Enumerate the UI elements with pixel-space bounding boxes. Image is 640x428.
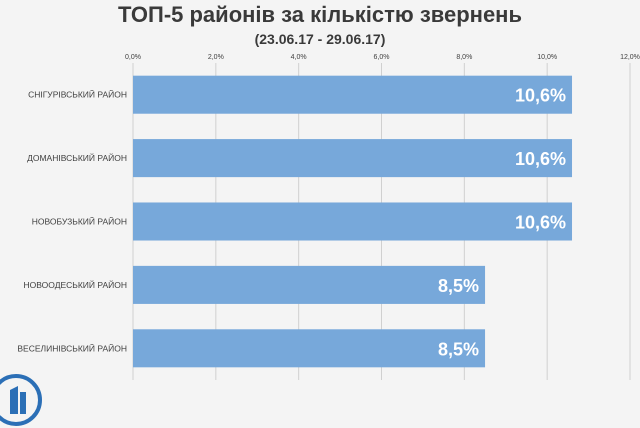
data-label: 10,6%: [515, 149, 566, 169]
category-label: ВЕСЕЛИНІВСЬКИЙ РАЙОН: [17, 342, 127, 353]
bar: [133, 75, 573, 114]
category-label: СНІГУРІВСЬКИЙ РАЙОН: [28, 89, 127, 100]
category-label: НОВООДЕСЬКИЙ РАЙОН: [24, 279, 127, 290]
data-label: 8,5%: [438, 339, 479, 359]
x-tick-label: 0,0%: [125, 54, 141, 61]
bar: [133, 202, 573, 241]
x-tick-label: 8,0%: [456, 54, 472, 61]
x-tick-label: 12,0%: [620, 54, 640, 61]
data-label: 8,5%: [438, 276, 479, 296]
bar: [133, 265, 486, 304]
x-tick-label: 2,0%: [208, 54, 224, 61]
data-label: 10,6%: [515, 86, 566, 106]
chart-title: ТОП-5 районів за кількістю звернень: [118, 2, 522, 27]
chart-subtitle: (23.06.17 - 29.06.17): [254, 31, 386, 47]
x-tick-label: 6,0%: [374, 54, 390, 61]
bar: [133, 139, 573, 178]
bar-chart: 0,0% 2,0% 4,0% 6,0% 8,0% 10,0% 12,0% СНІГУРІВСЬ…: [17, 54, 640, 380]
category-label: ДОМАНІВСЬКИЙ РАЙОН: [27, 152, 127, 163]
x-tick-label: 4,0%: [291, 54, 307, 61]
logo-icon: [0, 374, 42, 426]
bar: [133, 329, 486, 368]
data-label: 10,6%: [515, 213, 566, 233]
category-label: НОВОБУЗЬКИЙ РАЙОН: [32, 216, 127, 227]
x-tick-label: 10,0%: [537, 54, 557, 61]
